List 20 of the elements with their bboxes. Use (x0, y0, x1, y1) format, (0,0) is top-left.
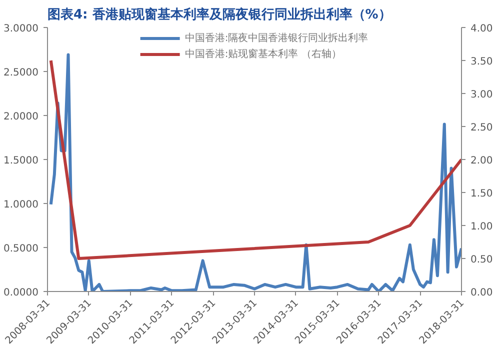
y2-tick-label: 0.00 (470, 288, 493, 298)
y2-tick-label: 2.00 (470, 156, 493, 166)
y-tick-label: 3.0000 (4, 24, 39, 34)
y2-tick-label: 2.50 (470, 122, 493, 134)
y2-tick-label: 1.50 (470, 188, 493, 200)
line-series (49, 59, 462, 260)
y2-tick-label: 3.50 (470, 56, 493, 68)
y2-tick-label: 1.00 (470, 222, 493, 232)
y-tick-label: 2.0000 (4, 112, 39, 122)
y-tick-label: 2.5000 (4, 68, 39, 78)
legend-label: 中国香港:贴现窗基本利率 （右轴） (184, 48, 342, 61)
chart-title: 图表4: 香港贴现窗基本利率及隔夜银行同业拆出利率（%） (48, 6, 392, 22)
y-tick-label: 1.0000 (4, 200, 39, 210)
y-tick-label: 0.0000 (4, 288, 39, 298)
y2-tick-label: 3.00 (470, 90, 493, 100)
y-tick-label: 1.5000 (4, 156, 39, 166)
y2-tick-label: 0.50 (470, 254, 493, 266)
legend-label: 中国香港:隔夜中国香港银行同业拆出利率 (184, 32, 368, 45)
y2-tick-label: 4.00 (470, 24, 493, 34)
y-tick-label: 0.5000 (4, 244, 39, 254)
